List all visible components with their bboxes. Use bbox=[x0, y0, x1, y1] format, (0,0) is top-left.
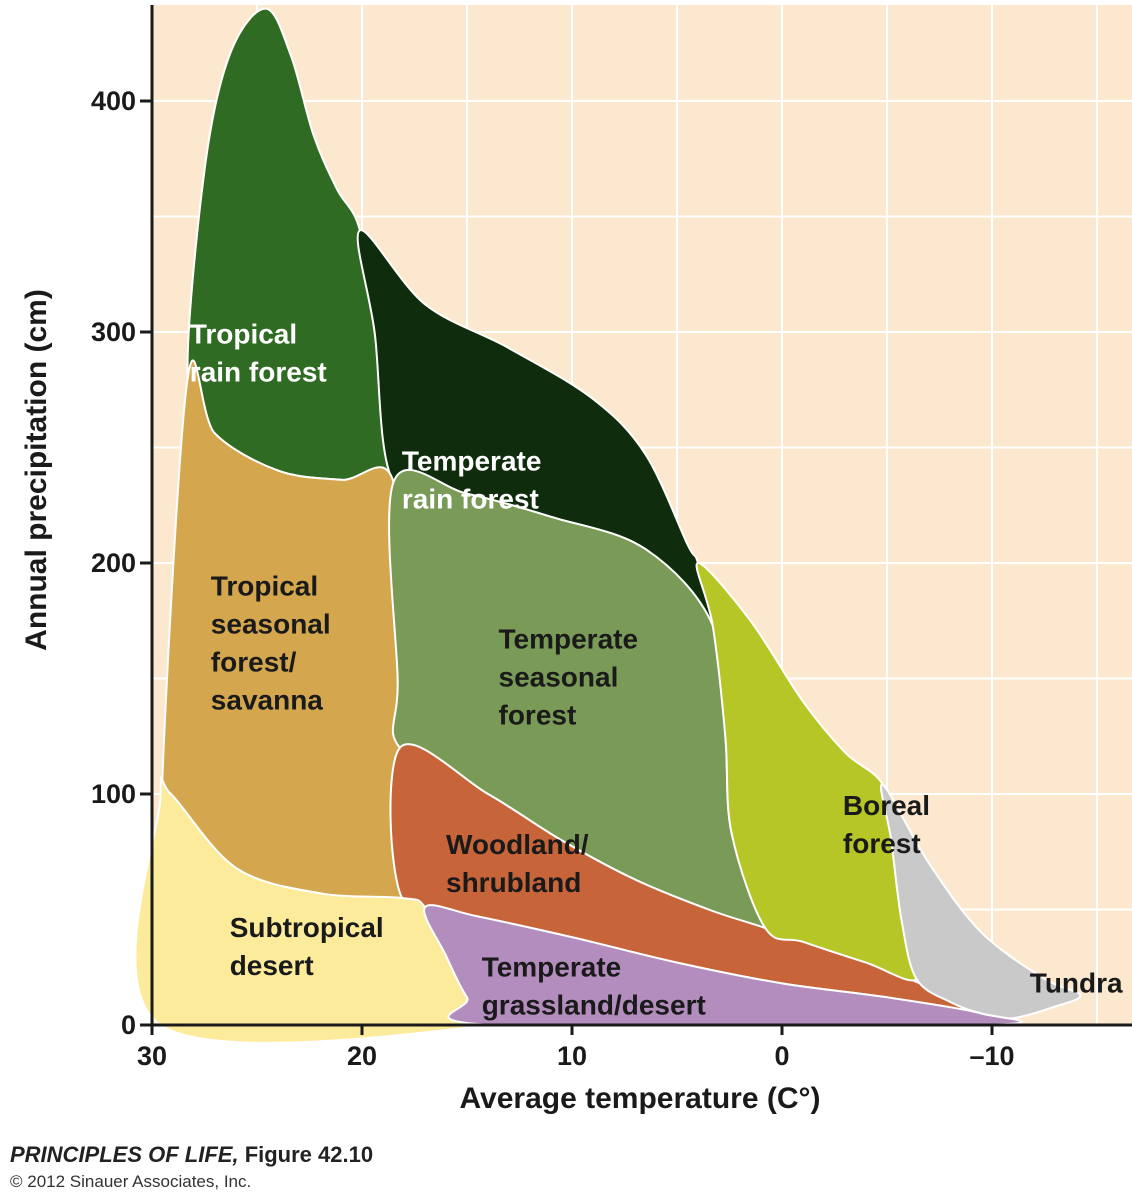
biome-label-line: desert bbox=[230, 950, 314, 981]
biome-region-tundra bbox=[879, 783, 1082, 1020]
y-tick-label: 400 bbox=[91, 86, 136, 116]
biome-label-line: Tundra bbox=[1030, 968, 1123, 999]
biome-label-line: Tropical bbox=[190, 319, 297, 350]
biome-label-line: Boreal bbox=[843, 790, 930, 821]
biome-label-subtropical-desert: Subtropical desert bbox=[230, 912, 384, 981]
biome-label-line: forest bbox=[843, 828, 921, 859]
figure-caption: PRINCIPLES OF LIFE, Figure 42.10 bbox=[10, 1142, 373, 1168]
biome-label-line: forest bbox=[499, 699, 577, 730]
x-axis-title: Average temperature (C°) bbox=[460, 1082, 821, 1115]
x-tick-label: –10 bbox=[969, 1041, 1014, 1071]
biome-region-temperate-grassland-desert bbox=[423, 904, 1023, 1029]
biome-label-tropical-seasonal-forest-savanna: Tropical seasonal forest/savanna bbox=[211, 570, 331, 715]
biome-label-line: seasonal bbox=[211, 608, 331, 639]
biome-label-temperate-seasonal-forest: Temperate seasonal forest bbox=[499, 623, 639, 730]
biome-label-boreal-forest: Boreal forest bbox=[843, 790, 930, 859]
x-tick-label: 20 bbox=[347, 1041, 377, 1071]
x-tick-label: 0 bbox=[774, 1041, 789, 1071]
biome-label-line: Tropical bbox=[211, 570, 318, 601]
biome-label-tropical-rain-forest: Tropical rain forest bbox=[190, 319, 327, 388]
biome-label-line: Temperate bbox=[499, 623, 639, 654]
biome-label-line: Temperate bbox=[482, 951, 622, 982]
y-tick-label: 300 bbox=[91, 317, 136, 347]
y-tick-label: 200 bbox=[91, 548, 136, 578]
y-axis-title: Annual precipitation (cm) bbox=[20, 289, 53, 651]
biome-label-line: Subtropical bbox=[230, 912, 384, 943]
biome-region-boreal-forest bbox=[695, 562, 919, 982]
figure-number: Figure 42.10 bbox=[238, 1142, 374, 1167]
x-tick-label: 10 bbox=[557, 1041, 587, 1071]
biome-label-line: rain forest bbox=[190, 357, 327, 388]
book-title: PRINCIPLES OF LIFE, bbox=[10, 1142, 239, 1167]
biome-label-line: shrubland bbox=[446, 867, 581, 898]
biome-regions bbox=[134, 7, 1082, 1044]
x-tick-label: 30 bbox=[137, 1041, 167, 1071]
biome-label-line: grassland/desert bbox=[482, 989, 706, 1020]
biome-label-line: Temperate bbox=[402, 446, 542, 477]
biome-label-line: rain forest bbox=[402, 484, 539, 515]
biome-label-temperate-rain-forest: Temperate rain forest bbox=[402, 446, 542, 515]
biome-label-line: Woodland/ bbox=[446, 829, 589, 860]
biome-label-line: forest/ bbox=[211, 646, 297, 677]
biome-label-tundra: Tundra bbox=[1030, 968, 1123, 999]
biome-label-temperate-grassland-desert: Temperate grassland/desert bbox=[482, 951, 706, 1020]
copyright-notice: © 2012 Sinauer Associates, Inc. bbox=[10, 1172, 252, 1191]
biome-label-line: savanna bbox=[211, 684, 323, 715]
biome-label-woodland-shrubland: Woodland/shrubland bbox=[446, 829, 589, 898]
biome-label-line: seasonal bbox=[499, 661, 619, 692]
y-tick-label: 0 bbox=[121, 1010, 136, 1040]
y-tick-label: 100 bbox=[91, 779, 136, 809]
